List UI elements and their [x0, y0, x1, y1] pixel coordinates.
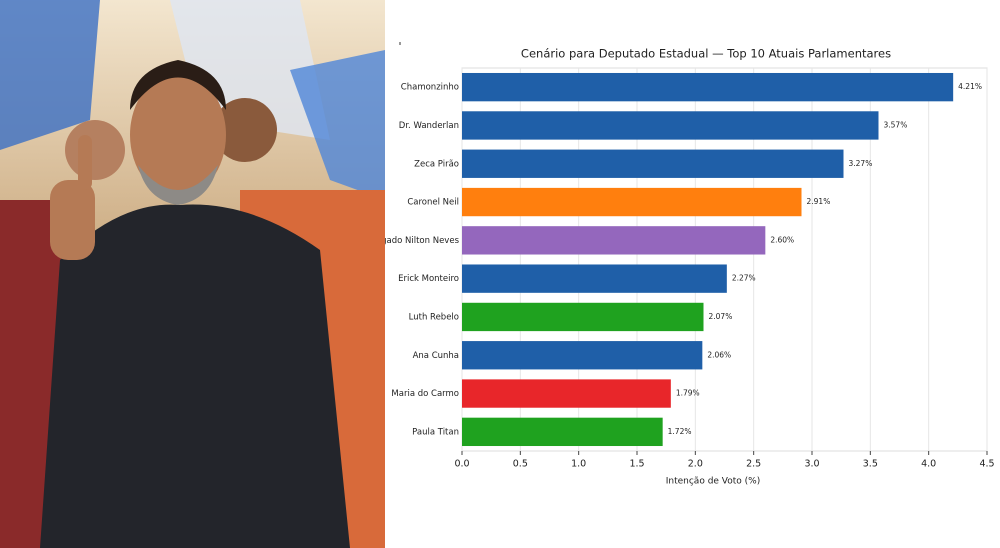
y-tick-label: Maria do Carmo: [391, 389, 459, 399]
x-tick-label: 3.0: [804, 459, 819, 470]
bar: [462, 226, 766, 255]
bar: [462, 72, 954, 102]
person-head: [65, 120, 125, 180]
y-tick-label: Dr. Wanderlan: [399, 121, 459, 131]
value-label: 1.79%: [676, 389, 700, 398]
value-label: 3.27%: [849, 159, 873, 168]
bar: [462, 417, 663, 447]
hand: [50, 180, 95, 260]
chart: Cenário para Deputado Estadual — Top 10 …: [385, 0, 1000, 548]
beard: [138, 165, 218, 205]
y-tick-label: Paula Titan: [412, 427, 459, 437]
photo: [0, 0, 385, 548]
y-tick-label: Luth Rebelo: [409, 312, 459, 322]
x-tick-label: 0.5: [513, 459, 528, 470]
bar: [462, 379, 671, 408]
x-tick-label: 2.5: [746, 459, 761, 470]
value-label: 3.57%: [884, 120, 908, 129]
value-label: 2.27%: [732, 274, 756, 283]
x-tick-label: 4.0: [921, 459, 936, 470]
x-axis-label: Intenção de Voto (%): [666, 477, 761, 487]
bar: [462, 111, 879, 140]
y-tick-label: Delegado Nilton Neves: [385, 236, 460, 246]
bar: [462, 264, 727, 293]
x-tick-label: 1.0: [571, 459, 586, 470]
x-tick-label: 3.5: [863, 459, 878, 470]
bar: [462, 149, 844, 178]
value-label: 4.21%: [958, 82, 982, 91]
x-tick-label: 0.0: [454, 459, 469, 470]
bar: [462, 302, 704, 332]
x-tick-label: 2.0: [688, 459, 703, 470]
value-label: 2.06%: [707, 350, 731, 359]
face: [130, 73, 226, 197]
chart-title: Cenário para Deputado Estadual — Top 10 …: [521, 47, 891, 61]
chart-area: Cenário para Deputado Estadual — Top 10 …: [385, 42, 995, 487]
y-tick-label: Chamonzinho: [401, 83, 459, 93]
y-tick-label: Erick Monteiro: [398, 274, 459, 284]
value-label: 2.91%: [807, 197, 831, 206]
y-tick-label: Ana Cunha: [413, 351, 459, 361]
bar: [462, 341, 703, 370]
x-tick-label: 4.5: [979, 459, 994, 470]
finger: [78, 135, 92, 190]
flag: [290, 50, 385, 200]
hair: [130, 60, 226, 110]
person-head: [213, 98, 277, 162]
bar: [462, 187, 802, 217]
value-label: 2.60%: [770, 235, 794, 244]
y-tick-label: Zeca Pirão: [414, 159, 459, 169]
y-tick-label: Caronel Neil: [407, 198, 459, 208]
flag: [0, 0, 100, 150]
value-label: 1.72%: [668, 427, 692, 436]
value-label: 2.07%: [709, 312, 733, 321]
shirt: [40, 204, 350, 548]
x-tick-label: 1.5: [629, 459, 644, 470]
